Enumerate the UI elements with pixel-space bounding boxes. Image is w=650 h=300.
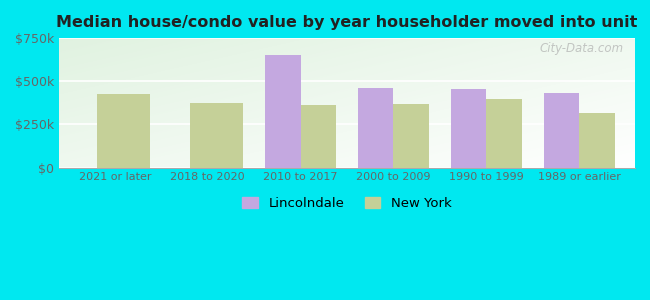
Title: Median house/condo value by year householder moved into unit: Median house/condo value by year househo… xyxy=(57,15,638,30)
Bar xyxy=(451,89,486,168)
Bar xyxy=(190,103,226,168)
Bar xyxy=(579,113,614,168)
Bar xyxy=(544,93,579,168)
Bar xyxy=(208,103,243,168)
Bar xyxy=(393,104,429,168)
Bar xyxy=(358,88,393,168)
Bar xyxy=(300,105,336,168)
Legend: Lincolndale, New York: Lincolndale, New York xyxy=(237,191,457,215)
Bar xyxy=(115,94,150,168)
Bar xyxy=(115,94,150,168)
Bar xyxy=(486,98,522,168)
Text: City-Data.com: City-Data.com xyxy=(540,42,623,55)
Bar xyxy=(208,103,243,168)
Bar xyxy=(98,94,133,168)
Bar xyxy=(265,56,300,168)
